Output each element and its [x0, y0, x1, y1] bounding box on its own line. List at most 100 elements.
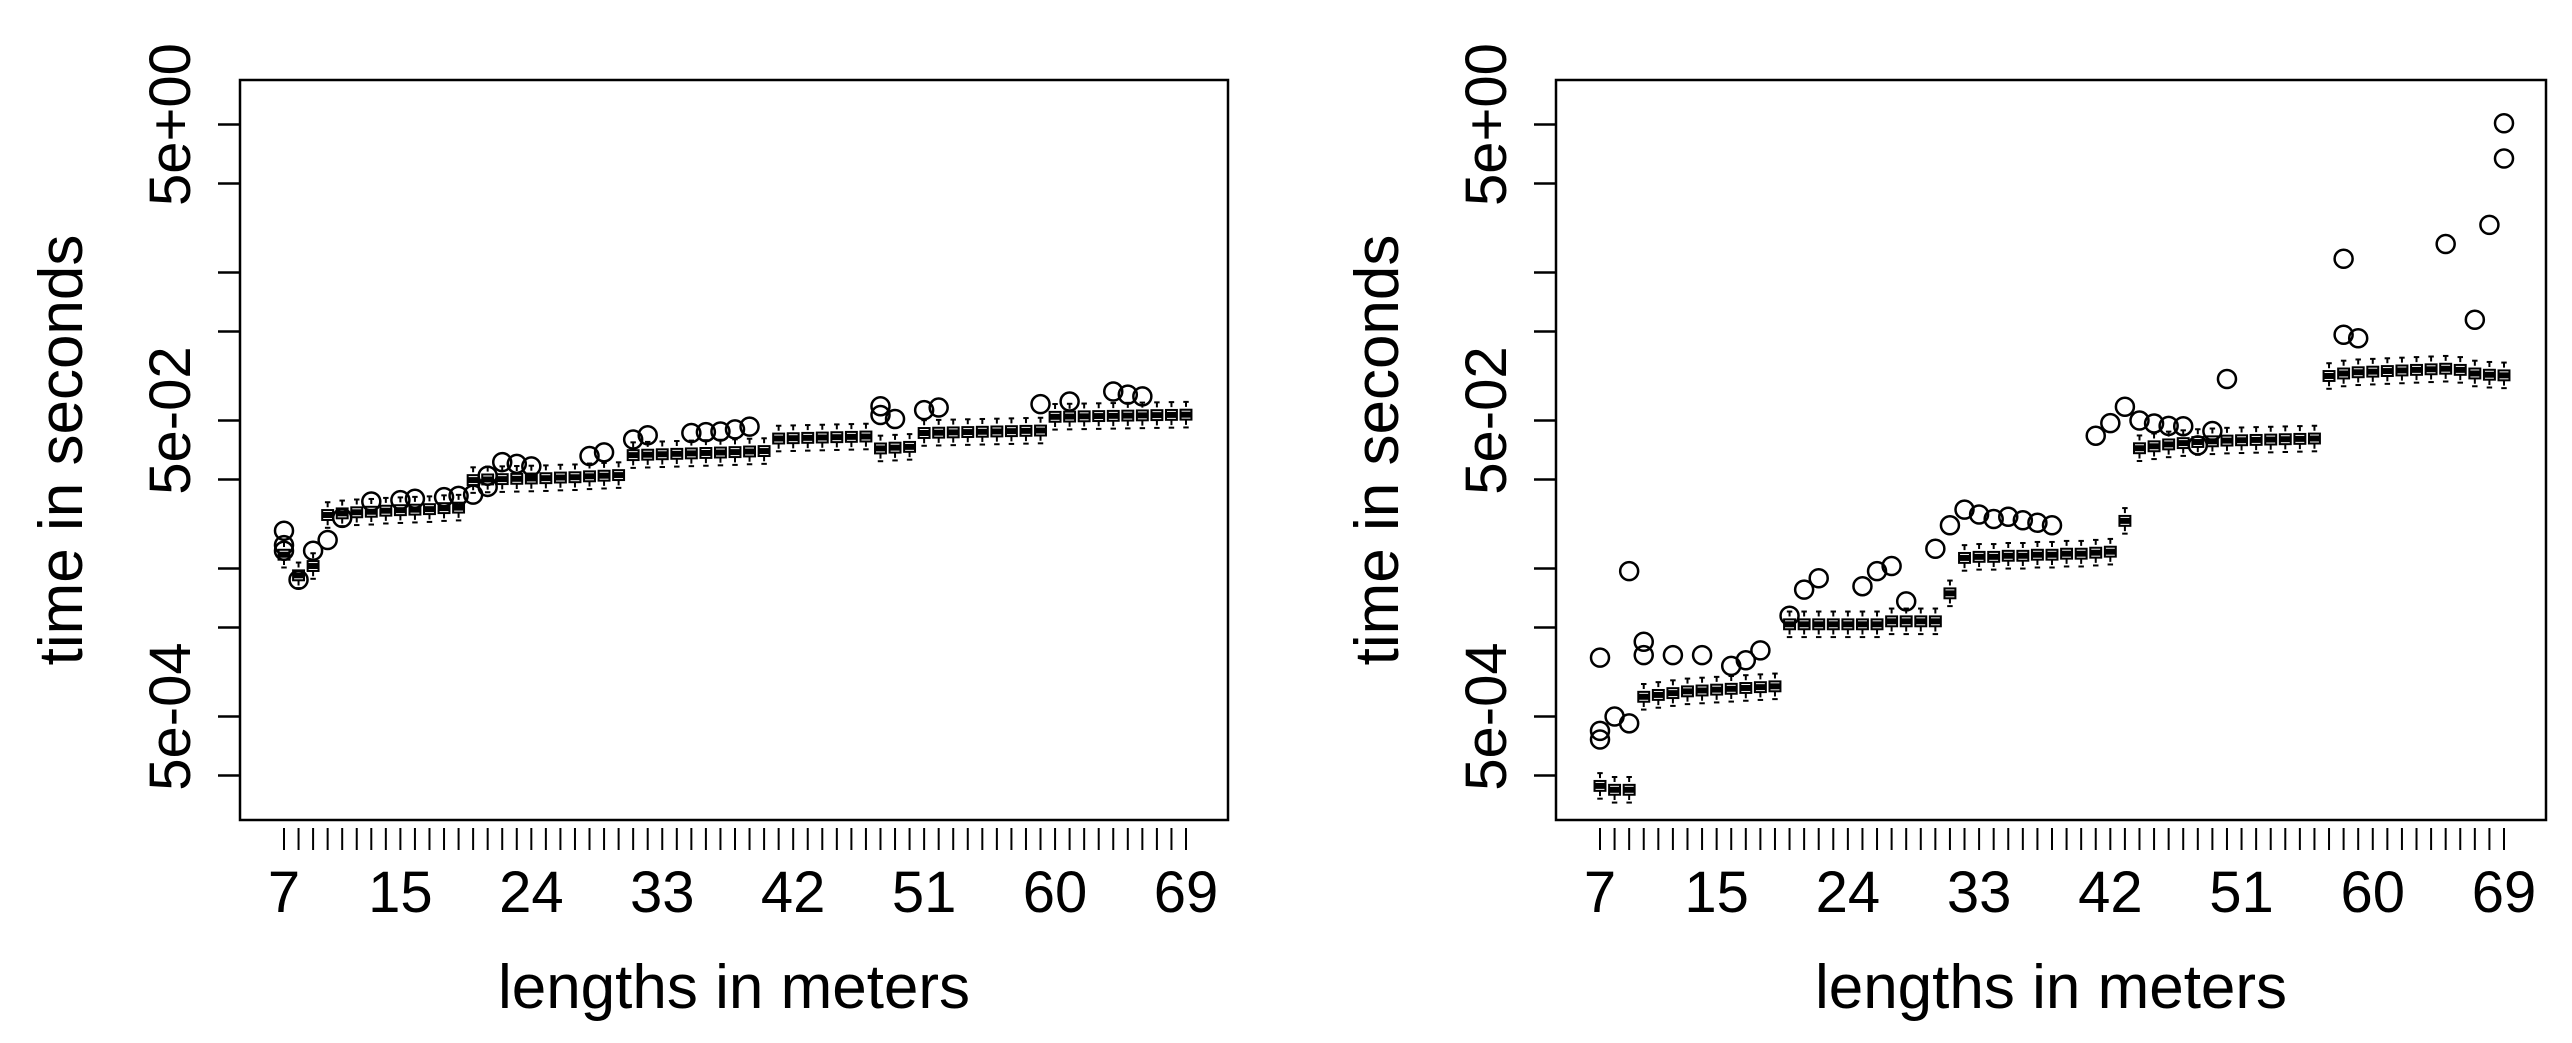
outlier-point	[1618, 713, 1640, 734]
outlier-point	[404, 488, 426, 510]
chart-panel-left: 5e-04 5e-02 5e+00 7 15 24 33 42 51 60 69 lengths in…	[27, 43, 1230, 1022]
chart-panel-right: 5e-04 5e-02 5e+00 7 15 24 33 42 51 60 69 lengths in…	[1343, 43, 2548, 1022]
x-tick-label: 33	[630, 860, 695, 925]
outlier-point	[724, 419, 746, 440]
x-tick-label: 51	[892, 860, 957, 925]
outlier-point	[1103, 381, 1124, 402]
outlier-point	[695, 421, 717, 443]
outlier-point	[2333, 324, 2354, 345]
outlier-point	[448, 485, 469, 507]
outlier-point	[433, 486, 455, 508]
outlier-point	[1881, 555, 1902, 577]
outlier-point	[1030, 393, 1051, 415]
outlier-point	[1968, 504, 1990, 525]
x-tick-label: 24	[499, 860, 564, 925]
outlier-point	[1750, 640, 1771, 661]
outlier-point	[593, 442, 615, 463]
outlier-point	[2347, 327, 2369, 349]
outlier-point	[1691, 644, 1713, 666]
outlier-point	[579, 445, 600, 467]
outlier-point	[1866, 560, 1888, 582]
x-tick-label: 69	[1154, 860, 1219, 925]
outlier-point	[1633, 644, 1654, 666]
x-tick-label: 69	[2472, 860, 2537, 925]
outlier-point	[1618, 560, 1640, 582]
outlier-point	[2041, 515, 2063, 536]
y-tick-label: 5e-04	[1454, 642, 1519, 790]
outlier-point	[1633, 631, 1654, 653]
outlier-point	[710, 421, 731, 442]
outlier-point	[390, 489, 411, 511]
outlier-point	[622, 429, 644, 450]
outlier-point	[2100, 412, 2121, 434]
outlier-point	[331, 507, 353, 529]
outlier-point	[1925, 538, 1946, 560]
outlier-point	[2493, 148, 2515, 169]
outlier-point	[1779, 605, 1800, 626]
outlier-point	[2202, 420, 2223, 442]
x-tick-label: 7	[1584, 860, 1616, 925]
outlier-point	[302, 540, 324, 561]
x-tick-label: 15	[368, 860, 433, 925]
y-tick-label: 5e-02	[1454, 346, 1519, 494]
outlier-point	[477, 465, 498, 486]
outlier-point	[1895, 591, 1917, 612]
outlier-point	[1983, 508, 2004, 530]
x-tick-label: 33	[1947, 860, 2012, 925]
x-tick-label: 7	[268, 860, 300, 925]
outlier-point	[1662, 644, 1684, 666]
y-tick-label: 5e-04	[138, 642, 203, 790]
outlier-point	[2216, 368, 2238, 390]
outlier-point	[681, 422, 702, 444]
plot-frame	[1554, 78, 2548, 822]
x-tick-label: 42	[2078, 860, 2143, 925]
outlier-point	[1939, 515, 1961, 536]
outlier-point	[2493, 113, 2515, 134]
x-tick-label: 51	[2209, 860, 2274, 925]
x-tick-label: 42	[761, 860, 826, 925]
y-tick-label: 5e-02	[138, 346, 203, 494]
outlier-point	[1808, 567, 1829, 589]
outlier-point	[1954, 499, 1975, 520]
y-axis-title: time in seconds	[1343, 235, 1412, 666]
outlier-point	[2464, 309, 2486, 330]
outlier-point	[1589, 729, 1611, 750]
outlier-point	[1589, 720, 1611, 742]
outlier-point	[273, 520, 295, 542]
outlier-point	[870, 395, 891, 417]
outlier-point	[1852, 575, 1873, 597]
outlier-point	[870, 404, 891, 426]
outlier-point	[913, 399, 935, 421]
outlier-point	[2143, 413, 2165, 434]
outlier-point	[1117, 384, 1139, 405]
outlier-point	[273, 534, 295, 556]
outlier-point	[2333, 248, 2354, 269]
outlier-point	[2085, 425, 2106, 446]
outlier-point	[491, 451, 513, 473]
outlier-point	[477, 476, 498, 498]
outlier-point	[928, 397, 949, 418]
outlier-point	[2012, 510, 2034, 531]
outlier-point	[2187, 435, 2209, 456]
outlier-point	[288, 569, 309, 591]
outlier-point	[2114, 396, 2136, 417]
x-axis-title: lengths in meters	[498, 953, 970, 1022]
outlier-point	[361, 491, 382, 512]
outlier-point	[739, 416, 760, 437]
y-tick-label: 5e+00	[1454, 43, 1519, 206]
x-tick-label: 24	[1816, 860, 1881, 925]
y-axis-title: time in seconds	[27, 235, 96, 666]
y-tick-label: 5e+00	[138, 43, 203, 206]
outlier-point	[1735, 650, 1757, 671]
outlier-point	[2129, 410, 2150, 431]
outlier-point	[506, 453, 528, 475]
outlier-point	[1998, 506, 2019, 527]
outlier-point	[2435, 233, 2456, 255]
outlier-point	[521, 456, 542, 477]
x-axis-title: lengths in meters	[1815, 953, 2287, 1022]
outlier-point	[884, 408, 906, 430]
outlier-point	[1132, 386, 1153, 407]
outlier-point	[317, 529, 338, 551]
outlier-point	[2172, 415, 2194, 437]
